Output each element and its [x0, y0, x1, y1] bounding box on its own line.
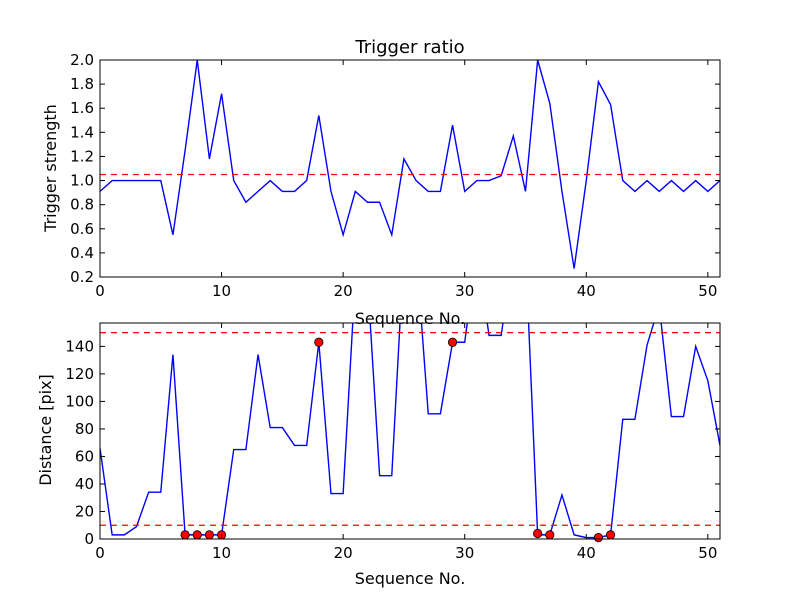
y-tick-label: 0.8 [70, 196, 94, 214]
x-tick-label: 40 [577, 544, 596, 562]
event-marker [192, 530, 202, 540]
event-marker [314, 337, 324, 347]
y-tick-label: 60 [75, 447, 94, 465]
x-tick-label: 10 [212, 282, 231, 300]
y-tick-label: 2.0 [70, 51, 94, 69]
event-marker [533, 528, 543, 539]
y-tick-label: 20 [75, 502, 94, 520]
x-tick-label: 50 [698, 544, 717, 562]
event-marker [180, 530, 190, 540]
y-tick-label: 40 [75, 475, 94, 493]
y-axis-label: Distance [pix] [36, 374, 55, 486]
y-tick-label: 1.8 [70, 75, 94, 93]
y-tick-label: 1.2 [70, 147, 94, 165]
x-tick-label: 0 [95, 282, 105, 300]
x-tick-label: 30 [455, 544, 474, 562]
event-marker [605, 530, 616, 540]
x-tick-label: 0 [95, 544, 105, 562]
y-axis-label: Trigger strength [41, 104, 60, 233]
x-axis-label: Sequence No. [355, 569, 466, 588]
x-tick-label: 40 [577, 282, 596, 300]
x-axis-label: Sequence No. [355, 309, 466, 328]
x-tick-label: 50 [698, 282, 717, 300]
plot-frame [99, 59, 721, 278]
series-line [100, 60, 720, 269]
plot-frame [99, 322, 721, 540]
x-tick-label: 20 [334, 282, 353, 300]
event-marker [204, 530, 215, 540]
x-tick-label: 20 [334, 544, 353, 562]
series-line [100, 323, 720, 539]
x-tick-label: 30 [455, 282, 474, 300]
event-marker [593, 533, 604, 543]
y-tick-label: 0.6 [70, 220, 94, 238]
y-tick-label: 1.6 [70, 99, 94, 117]
y-tick-label: 1.4 [70, 123, 94, 141]
y-tick-label: 100 [65, 392, 94, 410]
y-tick-label: 1.0 [70, 172, 94, 190]
y-tick-label: 0.4 [70, 244, 94, 262]
y-tick-label: 80 [75, 420, 94, 438]
y-tick-label: 0 [84, 530, 94, 548]
x-tick-label: 10 [212, 544, 231, 562]
trigger-ratio-chart: Trigger ratio Sequence No. Trigger stren… [41, 37, 721, 328]
chart-title: Trigger ratio [354, 37, 464, 58]
event-marker [545, 530, 555, 540]
distance-chart: Sequence No. Distance [pix] 0 10 20 30 40 50 0… [36, 322, 721, 588]
y-tick-label: 140 [65, 337, 94, 355]
y-tick-label: 0.2 [70, 268, 94, 286]
event-marker [447, 337, 458, 347]
y-tick-label: 120 [65, 365, 94, 383]
